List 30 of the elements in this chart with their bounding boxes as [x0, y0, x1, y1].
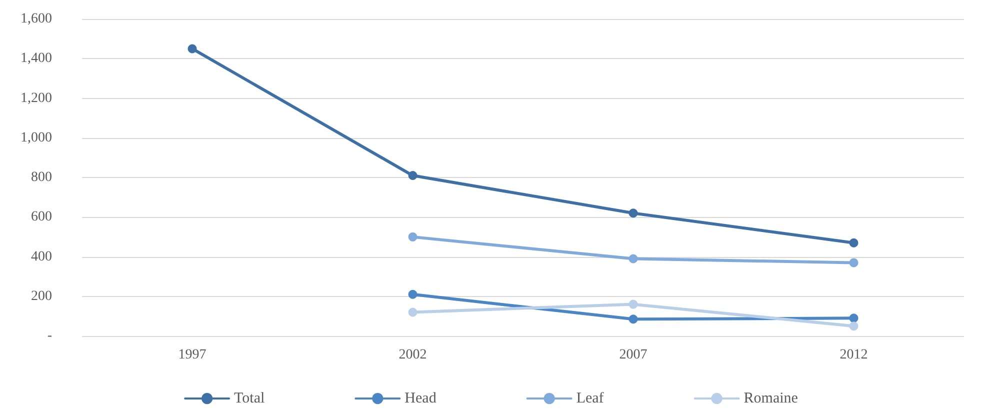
x-tick-label: 2007 [619, 348, 648, 362]
point [188, 44, 197, 54]
y-tick-label: 800 [31, 170, 52, 185]
point [849, 314, 858, 323]
legend-label: Head [404, 390, 437, 406]
point [628, 254, 638, 264]
point [628, 314, 638, 324]
x-tick-label: 1997 [178, 348, 206, 362]
legend-label: Leaf [576, 390, 604, 406]
y-tick-label: 600 [31, 210, 52, 225]
legend-label: Total [234, 390, 265, 406]
point [628, 208, 638, 218]
legend-label: Romaine [744, 390, 798, 406]
point [408, 232, 418, 242]
point [628, 300, 638, 309]
y-tick-label: 1,200 [20, 90, 52, 106]
point [849, 238, 858, 248]
y-tick-label: 1,600 [20, 12, 52, 26]
y-tick-label: 1,400 [20, 51, 52, 66]
point [849, 322, 858, 331]
point [408, 171, 418, 180]
x-tick-label: 2002 [398, 348, 427, 362]
y-tick-label: 1,000 [20, 130, 52, 146]
x-tick-label: 2012 [840, 348, 868, 362]
point [408, 308, 418, 317]
y-tick-label: - [47, 328, 52, 344]
point [408, 290, 418, 299]
y-tick-label: 400 [31, 249, 52, 264]
point [849, 258, 858, 268]
y-tick-label: 200 [31, 288, 52, 304]
